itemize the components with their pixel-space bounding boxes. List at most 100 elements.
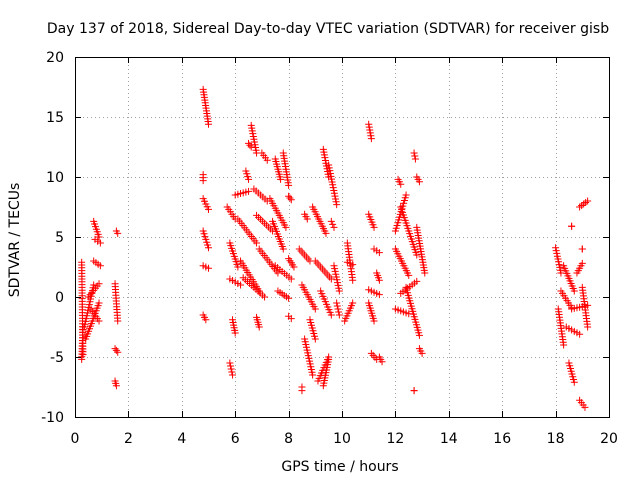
data-point [114,229,122,237]
data-point [311,305,319,313]
data-point [335,287,343,295]
data-point [366,126,374,134]
data-point [228,368,236,376]
data-point [335,308,343,316]
x-tick-label: 12 [386,431,404,447]
data-point [263,156,271,164]
data-point [325,355,333,363]
data-point [245,187,253,195]
y-tick-label: 0 [55,290,64,306]
data-point [367,135,375,143]
x-tick-label: 4 [177,431,186,447]
y-tick-label: -5 [50,350,64,366]
data-point [226,359,234,367]
data-point [261,293,269,301]
data-point [287,196,295,204]
data-points [78,85,592,411]
data-point [584,197,592,205]
data-point [411,155,419,163]
data-point [410,149,418,157]
grid-lines [75,57,609,417]
data-point [415,178,423,186]
data-point [114,348,122,356]
y-tick-label: 10 [46,170,64,186]
data-point [287,315,295,323]
data-point [95,233,103,241]
data-point [327,275,335,283]
data-point [285,192,293,200]
data-point [285,181,293,189]
data-point [557,269,565,277]
x-tick-label: 8 [284,431,293,447]
x-tick-label: 18 [547,431,565,447]
data-point [111,345,119,353]
y-tick-label: 5 [55,230,64,246]
data-point [365,120,373,128]
data-point [290,263,298,271]
data-point [334,305,342,313]
data-point [349,299,357,307]
data-point [410,387,418,395]
data-point [303,215,311,223]
data-point [309,371,317,379]
data-point [286,194,294,202]
data-point [375,291,383,299]
data-point [560,341,568,349]
data-point [205,120,212,128]
data-point [322,229,330,237]
y-tick-label: -10 [41,410,64,426]
data-point [370,223,378,231]
data-point [581,403,589,411]
data-point [335,311,343,319]
data-point [411,152,419,160]
data-point [367,132,375,140]
data-point [333,302,341,310]
axis-ticks: 0 2 4 6 8 10 12 14 16 18 20 -10 -5 0 5 10 15 20 [41,50,618,447]
data-point [329,220,337,228]
data-point [95,299,103,307]
data-point [375,249,383,257]
x-tick-label: 0 [71,431,80,447]
data-point [112,346,120,354]
data-point [202,316,210,324]
data-point [421,269,429,277]
data-point [253,239,261,247]
data-point [96,262,104,270]
data-point [349,276,357,284]
data-point [413,277,421,285]
data-point [255,323,263,331]
data-point [287,275,295,283]
data-point [405,271,413,279]
data-point [415,331,423,339]
data-point [277,175,285,183]
x-tick-label: 14 [440,431,458,447]
data-point [333,299,341,307]
data-point [229,371,237,379]
data-point [327,217,335,225]
x-tick-label: 10 [333,431,351,447]
data-point [330,223,338,231]
data-point [365,123,373,131]
data-point [205,264,212,272]
data-point [234,263,242,271]
data-point [576,330,584,338]
data-point [227,362,235,370]
data-point [96,239,104,247]
data-point [375,276,383,284]
data-point [95,317,103,325]
data-point [205,244,212,252]
data-point [298,387,306,395]
data-point [584,323,592,331]
data-point [418,349,426,357]
data-point [413,251,421,259]
data-point [311,335,319,343]
data-point [327,311,335,319]
data-point [245,175,253,183]
data-point [231,329,239,337]
data-point [349,261,357,269]
data-point [199,177,207,185]
chart-title: Day 137 of 2018, Sidereal Day-to-day VTE… [47,21,609,37]
x-tick-label: 16 [493,431,511,447]
data-point [370,317,378,325]
